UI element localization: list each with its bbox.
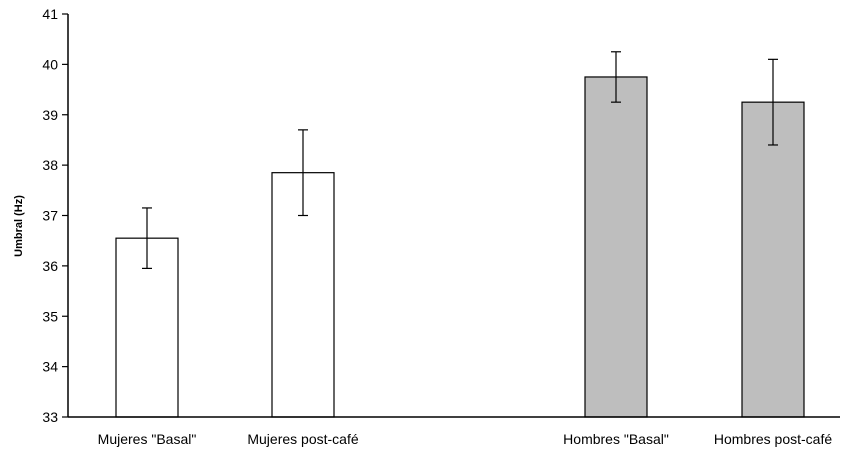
y-tick-label: 37 (42, 208, 58, 224)
y-tick-label: 36 (42, 258, 58, 274)
y-tick-label: 41 (42, 6, 58, 22)
bars-group (115, 51, 805, 418)
x-category-label: Hombres "Basal" (563, 431, 669, 447)
y-axis-label: Umbral (Hz) (13, 195, 25, 257)
y-tick-label: 33 (42, 409, 58, 425)
x-axis: Mujeres "Basal" Mujeres post-café Hombres … (68, 416, 840, 447)
y-tick-label: 34 (42, 359, 58, 375)
bar (584, 76, 648, 418)
y-tick-label: 39 (42, 107, 58, 123)
y-axis: 33 34 35 36 37 38 39 40 41 (42, 6, 69, 425)
y-tick-label: 40 (42, 56, 58, 72)
x-category-label: Hombres post-café (714, 431, 832, 447)
x-category-label: Mujeres post-café (247, 431, 358, 447)
bar (741, 101, 805, 418)
x-category-label: Mujeres "Basal" (98, 431, 197, 447)
y-tick-label: 38 (42, 157, 58, 173)
y-tick-label: 35 (42, 308, 58, 324)
